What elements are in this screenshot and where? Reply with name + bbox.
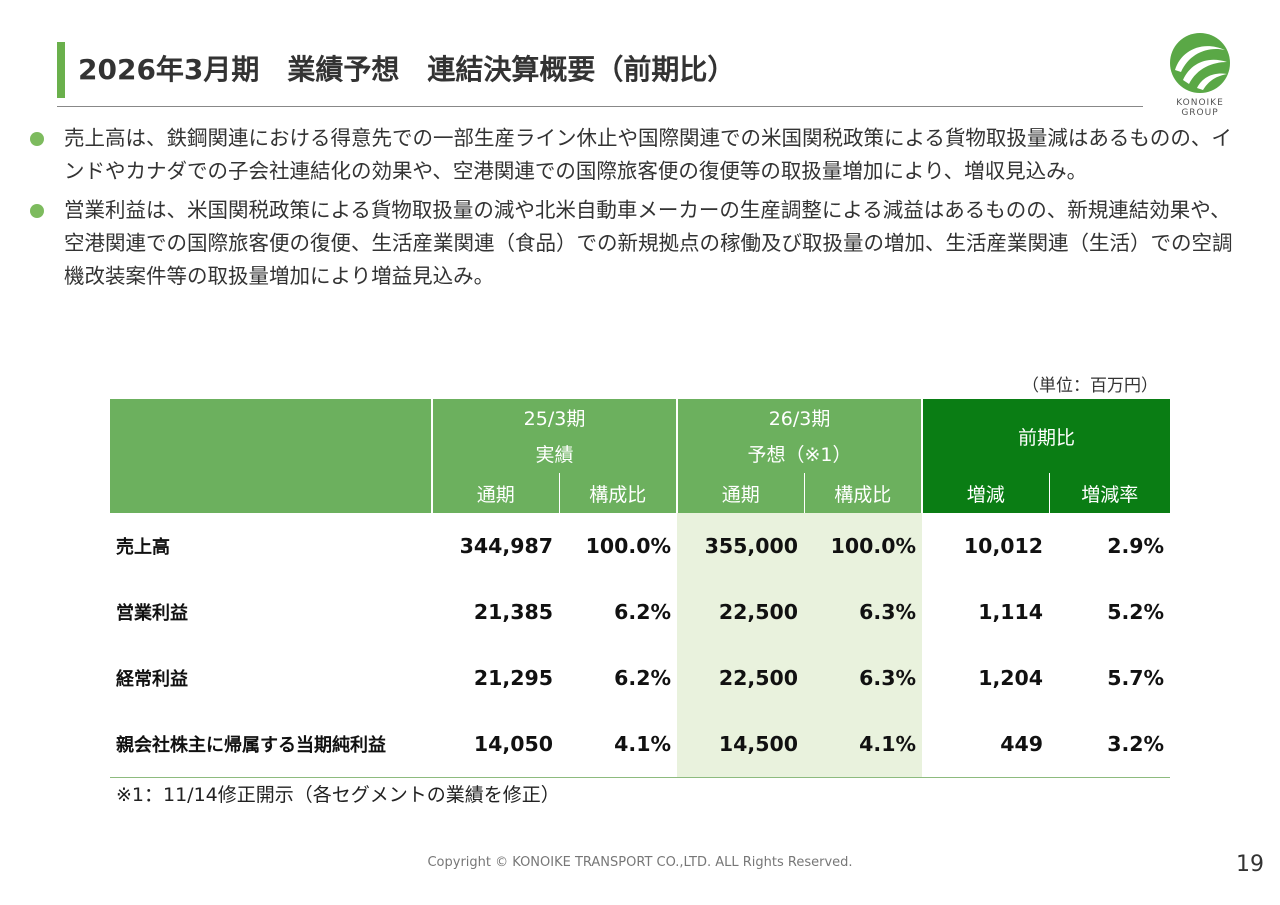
group-header-fy25: 25/3期 実績 bbox=[432, 399, 679, 473]
cell-change: 1,204 bbox=[978, 666, 1044, 690]
table-row: 親会社株主に帰属する当期純利益 14,050 4.1% 14,500 4.1% … bbox=[110, 711, 1171, 778]
group-header-fy25-period: 25/3期 bbox=[523, 408, 586, 430]
cell-change: 1,114 bbox=[978, 600, 1044, 624]
title-divider bbox=[57, 106, 1143, 107]
cell-change-rate: 2.9% bbox=[1107, 534, 1165, 558]
copyright-text: Copyright © KONOIKE TRANSPORT CO.,LTD. A… bbox=[427, 855, 853, 870]
group-header-fy26: 26/3期 予想（※1） bbox=[677, 399, 924, 473]
cell-fy25-full-year: 21,295 bbox=[473, 666, 553, 690]
header-corner bbox=[110, 399, 433, 513]
bullet-item: 営業利益は、米国関税政策による貨物取扱量の減や北米自動車メーカーの生産調整による… bbox=[28, 194, 1243, 293]
subheader-fy25-full-year: 通期 bbox=[432, 473, 560, 513]
cell-fy26-full-year: 14,500 bbox=[677, 711, 805, 778]
subheader-change-rate: 増減率 bbox=[1049, 473, 1171, 513]
bullet-dot-icon bbox=[30, 204, 44, 218]
subheader-change: 増減 bbox=[922, 473, 1050, 513]
cell-change-rate: 5.2% bbox=[1107, 600, 1165, 624]
subheader-fy26-composition: 構成比 bbox=[804, 473, 924, 513]
subheader-fy25-composition: 構成比 bbox=[559, 473, 679, 513]
konoike-logo: KONOIKE GROUP bbox=[1163, 32, 1237, 118]
cell-fy26-composition: 100.0% bbox=[804, 513, 923, 579]
cell-change: 10,012 bbox=[963, 534, 1044, 558]
logo-wordmark-line2: GROUP bbox=[1181, 108, 1219, 118]
cell-fy26-composition: 6.3% bbox=[804, 579, 923, 645]
page-title: 2026年3月期 業績予想 連結決算概要（前期比） bbox=[78, 53, 736, 86]
cell-fy25-full-year: 21,385 bbox=[473, 600, 553, 624]
cell-fy26-full-year: 22,500 bbox=[677, 579, 805, 645]
financial-summary-table: 25/3期 実績 26/3期 予想（※1） 前期比 通期 構成比 通期 構成比 … bbox=[110, 399, 1171, 778]
cell-fy25-composition: 6.2% bbox=[614, 600, 672, 624]
group-header-fy26-period: 26/3期 bbox=[768, 408, 831, 430]
bullet-text-sales: 売上高は、鉄鋼関連における得意先での一部生産ライン休止や国際関連での米国関税政策… bbox=[64, 126, 1232, 183]
cell-fy25-full-year: 344,987 bbox=[459, 534, 553, 558]
cell-fy26-composition: 6.3% bbox=[804, 645, 923, 711]
row-label: 親会社株主に帰属する当期純利益 bbox=[110, 711, 432, 778]
unit-label: （単位：百万円） bbox=[1022, 376, 1158, 396]
group-header-fy25-type: 実績 bbox=[535, 444, 574, 466]
table-row: 経常利益 21,295 6.2% 22,500 6.3% 1,204 5.7% bbox=[110, 645, 1170, 711]
cell-change-rate: 5.7% bbox=[1107, 666, 1165, 690]
row-label: 経常利益 bbox=[116, 669, 188, 690]
cell-fy25-composition: 4.1% bbox=[559, 711, 678, 778]
cell-fy25-composition: 100.0% bbox=[585, 534, 672, 558]
table-row: 売上高 344,987 100.0% 355,000 100.0% 10,012… bbox=[110, 513, 1170, 579]
bullet-item: 売上高は、鉄鋼関連における得意先での一部生産ライン休止や国際関連での米国関税政策… bbox=[28, 122, 1243, 188]
group-header-fy26-type: 予想（※1） bbox=[747, 444, 852, 466]
group-header-yoy: 前期比 bbox=[922, 399, 1171, 473]
row-label: 売上高 bbox=[116, 537, 170, 558]
konoike-logo-mark bbox=[1170, 33, 1230, 93]
cell-fy26-composition: 4.1% bbox=[804, 711, 923, 778]
row-label: 営業利益 bbox=[116, 603, 188, 624]
bullet-dot-icon bbox=[30, 132, 44, 146]
logo-wordmark-line1: KONOIKE bbox=[1176, 98, 1224, 108]
cell-fy25-full-year: 14,050 bbox=[432, 711, 559, 778]
cell-change: 449 bbox=[922, 711, 1050, 778]
subheader-fy26-full-year: 通期 bbox=[677, 473, 805, 513]
cell-fy26-full-year: 22,500 bbox=[677, 645, 805, 711]
table-row: 営業利益 21,385 6.2% 22,500 6.3% 1,114 5.2% bbox=[110, 579, 1170, 645]
cell-fy25-composition: 6.2% bbox=[614, 666, 672, 690]
page-number: 19 bbox=[1236, 852, 1264, 877]
footnote: ※1：11/14修正開示（各セグメントの業績を修正） bbox=[116, 784, 560, 806]
logo-wordmark: KONOIKE GROUP bbox=[1163, 98, 1237, 118]
cell-fy26-full-year: 355,000 bbox=[677, 513, 805, 579]
summary-bullets: 売上高は、鉄鋼関連における得意先での一部生産ライン休止や国際関連での米国関税政策… bbox=[28, 122, 1243, 299]
cell-change-rate: 3.2% bbox=[1049, 711, 1171, 778]
bullet-text-operating-profit: 営業利益は、米国関税政策による貨物取扱量の減や北米自動車メーカーの生産調整による… bbox=[64, 198, 1233, 288]
title-accent-bar bbox=[57, 42, 65, 98]
